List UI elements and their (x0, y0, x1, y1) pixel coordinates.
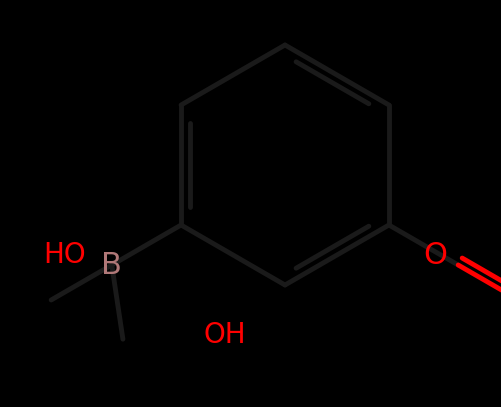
Text: OH: OH (204, 321, 246, 349)
Text: B: B (101, 250, 122, 280)
Text: HO: HO (44, 241, 86, 269)
Text: O: O (423, 241, 447, 269)
